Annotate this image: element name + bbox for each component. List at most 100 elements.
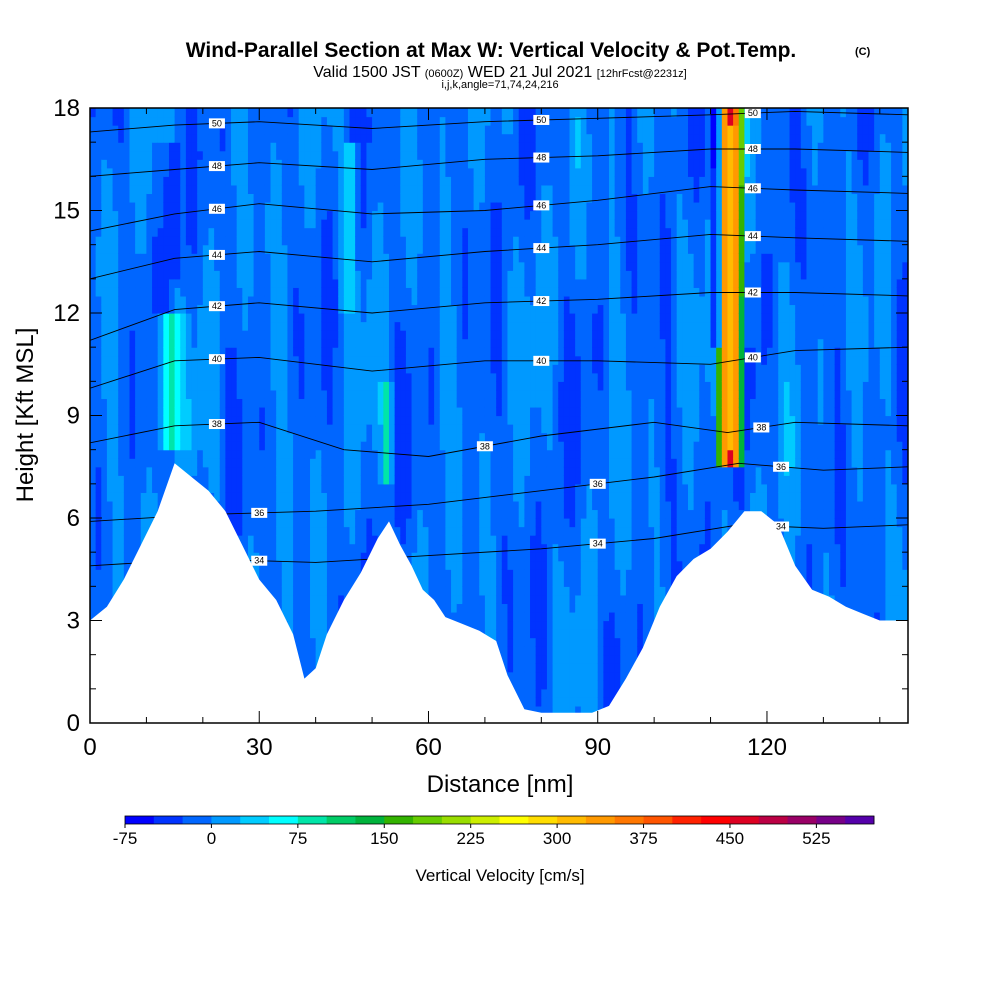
velocity-cell [112, 347, 119, 357]
velocity-cell [315, 176, 322, 186]
velocity-cell [197, 449, 204, 459]
velocity-cell [394, 330, 401, 340]
velocity-cell [281, 372, 289, 382]
velocity-cell [372, 347, 379, 357]
velocity-cell [101, 355, 108, 365]
velocity-cell [95, 313, 102, 323]
velocity-cell [298, 313, 305, 323]
velocity-cell [304, 261, 311, 271]
velocity-cell [123, 466, 131, 476]
velocity-cell [372, 295, 379, 306]
velocity-cell [214, 449, 221, 459]
velocity-cell [281, 278, 289, 288]
velocity-cell [247, 244, 255, 254]
velocity-cell [451, 483, 458, 493]
velocity-cell [276, 287, 283, 297]
velocity-cell [332, 441, 339, 451]
velocity-cell [360, 304, 368, 314]
velocity-cell [343, 569, 351, 579]
velocity-cell [383, 278, 390, 288]
velocity-cell [225, 475, 232, 485]
velocity-cell [293, 142, 300, 152]
velocity-cell [281, 492, 289, 502]
velocity-cell [467, 535, 475, 545]
velocity-cell [372, 381, 379, 391]
velocity-cell [123, 424, 131, 434]
velocity-cell [388, 270, 396, 280]
velocity-cell [388, 415, 396, 425]
velocity-cell [247, 389, 255, 400]
velocity-cell [338, 560, 345, 570]
velocity-cell [253, 415, 260, 425]
velocity-cell [106, 321, 114, 331]
velocity-cell [146, 509, 153, 519]
velocity-cell [377, 287, 384, 297]
velocity-cell [355, 159, 362, 169]
velocity-cell [129, 543, 136, 553]
velocity-cell [101, 364, 108, 374]
velocity-cell [270, 372, 277, 382]
velocity-cell [90, 227, 97, 237]
velocity-cell [377, 142, 384, 152]
velocity-cell [191, 210, 198, 220]
velocity-cell [304, 415, 311, 425]
velocity-cell [259, 304, 266, 314]
velocity-cell [417, 535, 424, 545]
velocity-cell [366, 406, 373, 417]
velocity-cell [343, 244, 351, 254]
velocity-cell [445, 184, 452, 195]
velocity-cell [191, 287, 198, 297]
velocity-cell [422, 304, 430, 314]
velocity-cell [434, 424, 441, 434]
velocity-cell [434, 227, 441, 237]
velocity-cell [146, 184, 153, 195]
velocity-cell [383, 458, 390, 468]
velocity-cell [118, 381, 125, 391]
velocity-cell [343, 432, 351, 442]
velocity-cell [383, 295, 390, 306]
velocity-cell [118, 244, 125, 254]
velocity-cell [310, 389, 317, 400]
velocity-cell [411, 441, 418, 451]
velocity-cell [360, 253, 368, 263]
velocity-cell [321, 535, 328, 545]
velocity-cell [123, 347, 131, 357]
velocity-cell [304, 313, 311, 323]
velocity-cell [400, 159, 407, 169]
velocity-cell [185, 304, 193, 314]
velocity-cell [417, 347, 424, 357]
velocity-cell [456, 552, 463, 562]
velocity-cell [315, 424, 322, 434]
velocity-cell [90, 552, 97, 562]
velocity-cell [462, 569, 469, 579]
velocity-cell [417, 193, 424, 203]
velocity-cell [118, 526, 125, 536]
velocity-cell [236, 108, 243, 118]
velocity-cell [231, 372, 238, 382]
velocity-cell [360, 483, 368, 493]
velocity-cell [180, 295, 187, 306]
velocity-cell [259, 381, 266, 391]
velocity-cell [400, 227, 407, 237]
velocity-cell [90, 500, 97, 511]
velocity-cell [310, 304, 317, 314]
velocity-cell [129, 142, 136, 152]
velocity-cell [264, 150, 272, 160]
velocity-cell [451, 500, 458, 511]
velocity-cell [439, 475, 447, 485]
velocity-cell [304, 535, 311, 545]
velocity-cell [253, 389, 260, 400]
velocity-cell [259, 184, 266, 195]
velocity-cell [304, 577, 311, 587]
velocity-cell [253, 167, 260, 177]
velocity-cell [129, 295, 136, 306]
velocity-cell [90, 261, 97, 271]
velocity-cell [236, 227, 243, 237]
velocity-cell [95, 406, 102, 417]
velocity-cell [185, 270, 193, 280]
velocity-cell [293, 176, 300, 186]
velocity-cell [123, 176, 131, 186]
velocity-cell [338, 236, 345, 246]
velocity-cell [293, 287, 300, 297]
velocity-cell [281, 560, 289, 570]
